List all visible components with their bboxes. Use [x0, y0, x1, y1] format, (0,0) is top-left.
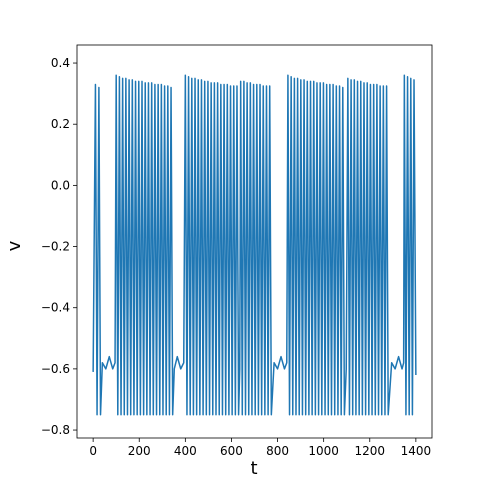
y-tick-label: −0.6 — [41, 362, 70, 376]
x-tick-label: 0 — [89, 444, 97, 458]
x-axis-label: t — [250, 458, 257, 479]
data-line — [92, 74, 417, 416]
y-tick-label: 0.4 — [51, 56, 70, 70]
x-tick-label: 800 — [266, 444, 289, 458]
x-tick-label: 1200 — [354, 444, 385, 458]
x-tick-label: 600 — [220, 444, 243, 458]
y-tick-label: −0.4 — [41, 301, 70, 315]
y-tick-label: −0.8 — [41, 423, 70, 437]
x-tick-label: 1000 — [308, 444, 339, 458]
x-tick-label: 400 — [174, 444, 197, 458]
y-axis-label: v — [4, 240, 25, 251]
y-tick-label: 0.0 — [51, 178, 70, 192]
x-tick-label: 1400 — [401, 444, 432, 458]
x-tick-label: 200 — [128, 444, 151, 458]
y-tick-label: 0.2 — [51, 117, 70, 131]
y-tick-label: −0.2 — [41, 240, 70, 254]
plot-frame — [76, 44, 433, 439]
